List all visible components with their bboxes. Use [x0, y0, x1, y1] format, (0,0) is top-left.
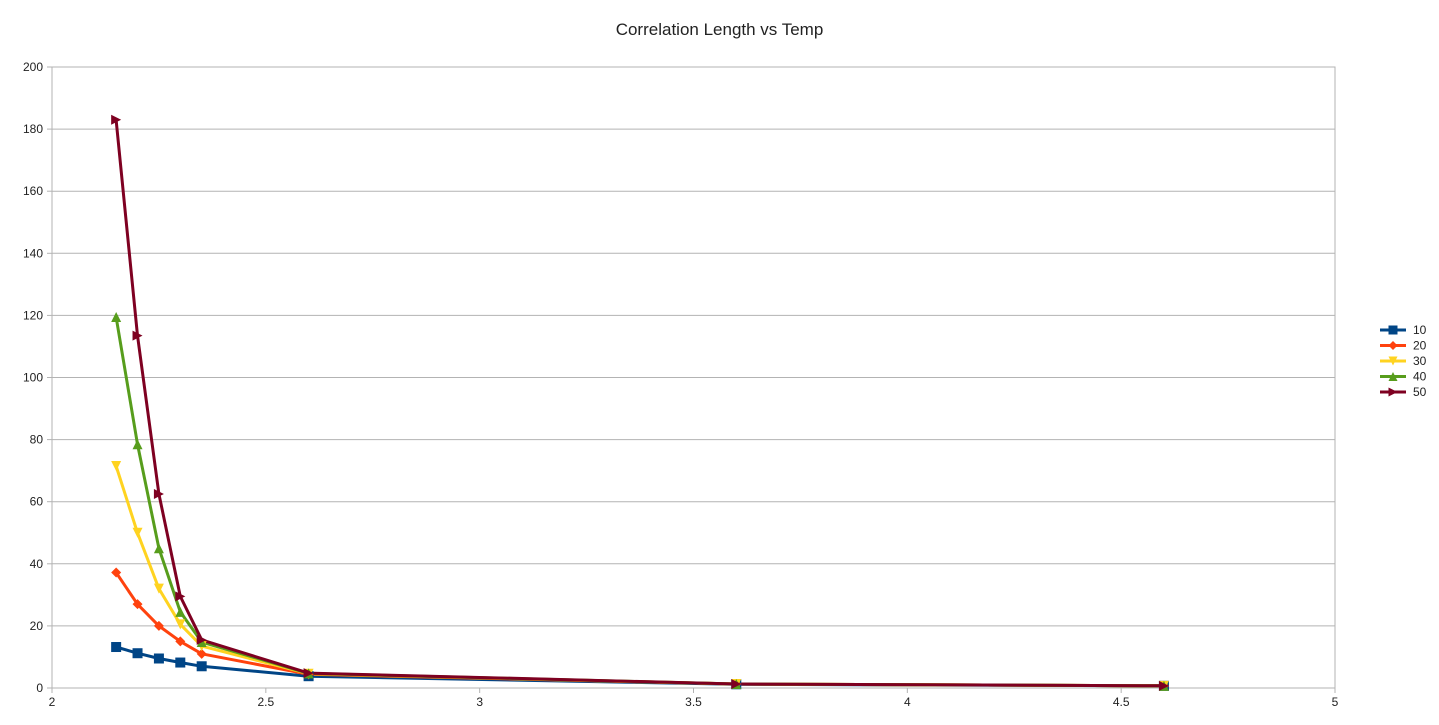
y-tick-label: 200	[23, 60, 43, 74]
x-axis-ticks: 2 2.5 3 3.5 4 4.5 5	[49, 688, 1339, 709]
data-point-50	[153, 488, 164, 499]
data-point-30	[132, 527, 143, 538]
y-tick-label: 120	[23, 308, 43, 322]
data-point-50	[175, 591, 186, 602]
data-point-50	[1158, 680, 1169, 691]
x-tick-label: 4	[904, 695, 911, 709]
data-point-10	[132, 648, 143, 659]
data-point-50	[111, 114, 122, 125]
data-point-20	[196, 648, 207, 659]
x-tick-label: 5	[1332, 695, 1339, 709]
data-point-20	[153, 620, 164, 631]
y-axis-ticks: 0 20 40 60 80 100 120 140 160 180 200	[23, 60, 52, 695]
data-point-20	[111, 567, 122, 578]
chart-title: Correlation Length vs Temp	[615, 20, 824, 39]
data-point-40	[175, 606, 186, 617]
data-point-40	[153, 543, 164, 554]
legend-label-20: 20	[1413, 339, 1427, 353]
legend-item-50: 50	[1380, 385, 1427, 399]
data-point-50	[196, 634, 207, 645]
data-point-20	[175, 636, 186, 647]
series-lines	[114, 119, 1164, 688]
legend-label-10: 10	[1413, 323, 1427, 337]
legend-marker-20	[1388, 341, 1398, 350]
x-tick-label: 3.5	[685, 695, 702, 709]
y-tick-label: 180	[23, 122, 43, 136]
x-tick-label: 2	[49, 695, 56, 709]
y-tick-label: 40	[30, 557, 44, 571]
data-point-40	[132, 439, 143, 450]
data-point-40	[111, 311, 122, 322]
legend-marker-40	[1388, 372, 1398, 381]
y-tick-label: 160	[23, 184, 43, 198]
legend-marker-10	[1388, 325, 1398, 335]
data-point-30	[175, 619, 186, 630]
y-tick-label: 20	[30, 619, 44, 633]
legend-marker-30	[1388, 356, 1398, 366]
data-point-20	[132, 599, 143, 610]
legend-item-20: 20	[1380, 339, 1427, 353]
legend-label-30: 30	[1413, 354, 1427, 368]
y-tick-label: 100	[23, 371, 43, 385]
legend-label-40: 40	[1413, 370, 1427, 384]
data-point-50	[303, 668, 314, 679]
data-point-50	[731, 678, 742, 689]
data-point-10	[196, 661, 207, 672]
y-tick-label: 140	[23, 246, 43, 260]
legend-item-30: 30	[1380, 354, 1427, 368]
x-tick-label: 3	[476, 695, 483, 709]
x-tick-label: 4.5	[1113, 695, 1130, 709]
data-point-10	[111, 642, 122, 653]
x-tick-label: 2.5	[257, 695, 274, 709]
legend-label-50: 50	[1413, 385, 1427, 399]
y-tick-label: 80	[30, 433, 44, 447]
data-point-30	[111, 460, 122, 471]
data-point-30	[153, 583, 164, 594]
data-point-10	[153, 653, 164, 664]
y-tick-label: 60	[30, 495, 44, 509]
data-point-10	[175, 657, 186, 668]
legend-marker-50	[1388, 387, 1398, 397]
legend-item-40: 40	[1380, 370, 1427, 384]
y-tick-label: 0	[36, 681, 43, 695]
data-point-50	[132, 330, 143, 341]
series-line-50	[114, 119, 1164, 688]
series-markers	[111, 114, 1169, 691]
legend-item-10: 10	[1380, 323, 1427, 337]
